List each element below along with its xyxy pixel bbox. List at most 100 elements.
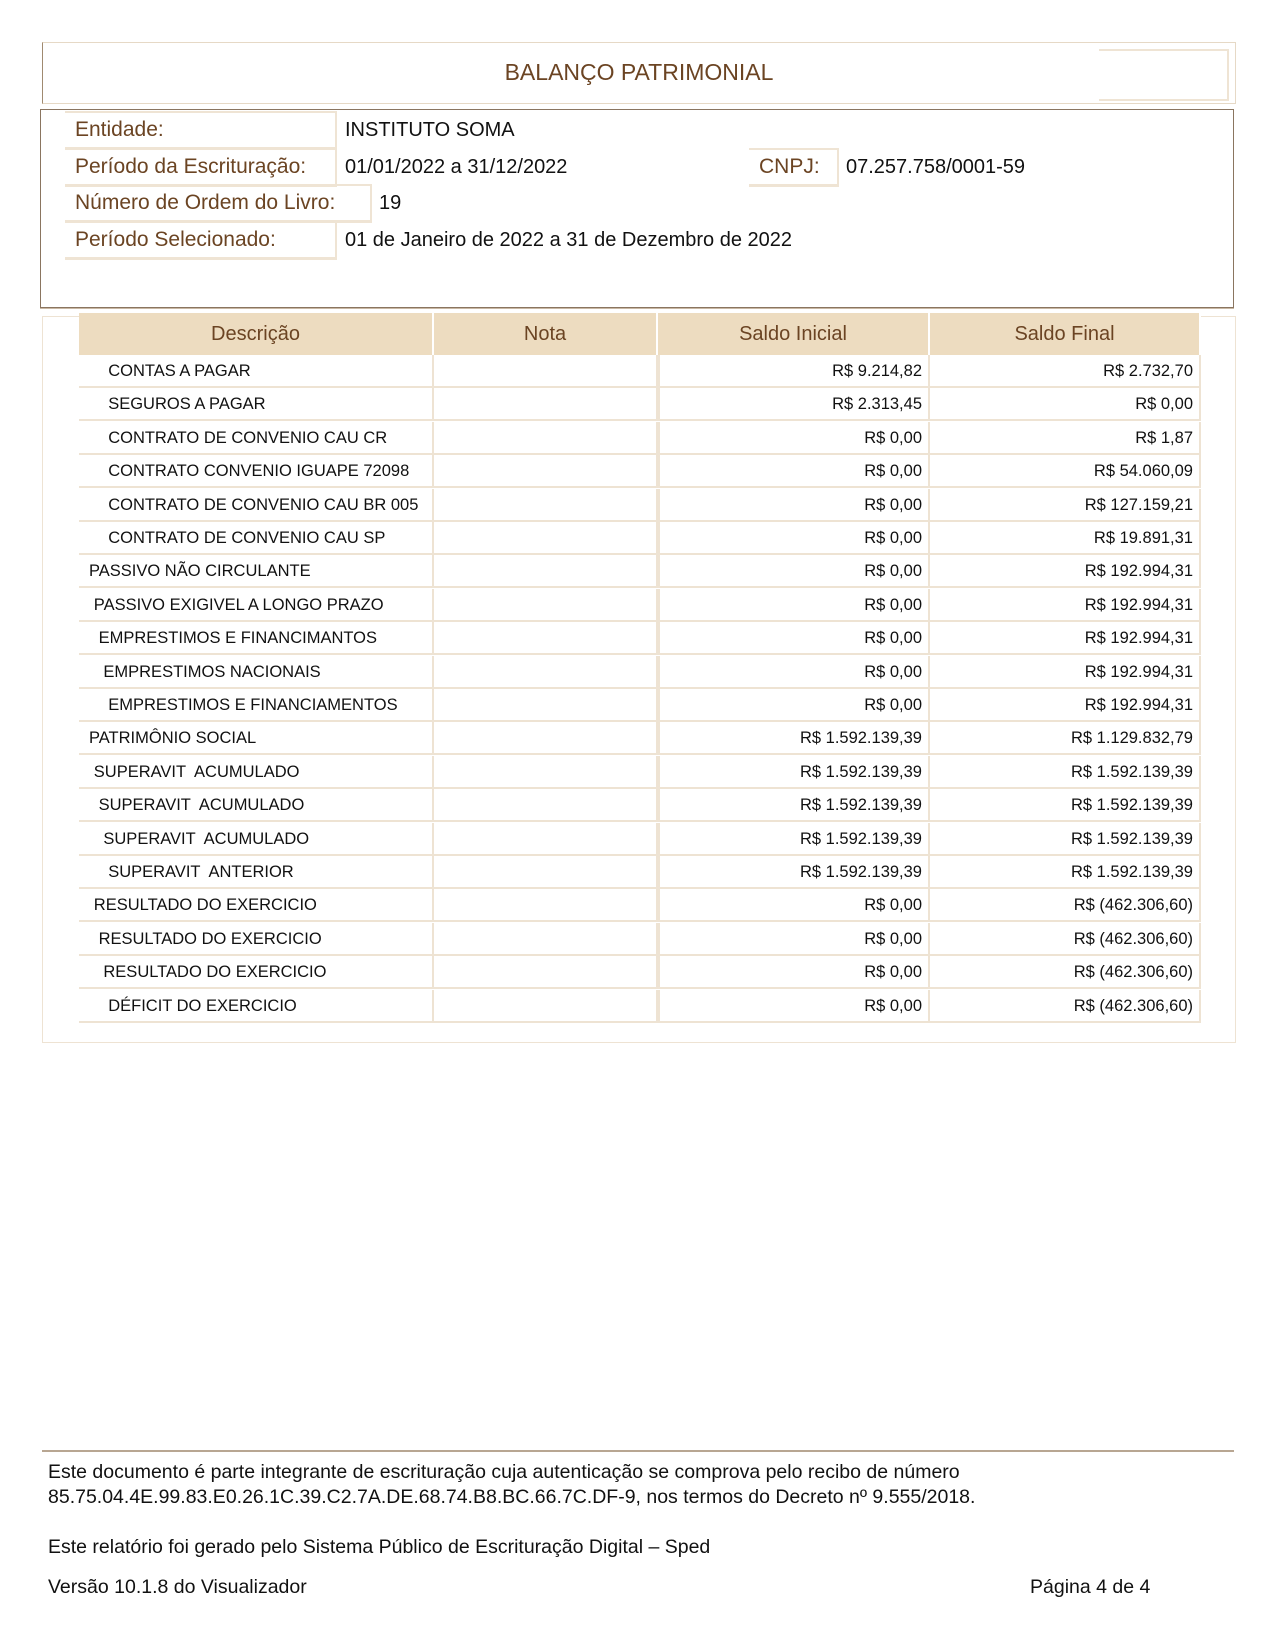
row-nota (434, 588, 658, 622)
footer-auth-line2: 85.75.04.4E.99.83.E0.26.1C.39.C2.7A.DE.6… (48, 1486, 976, 1508)
title-box: BALANÇO PATRIMONIAL (42, 42, 1236, 104)
page-title: BALANÇO PATRIMONIAL (504, 59, 774, 85)
row-nota (434, 889, 658, 923)
row-saldo-inicial: R$ 0,00 (658, 488, 930, 522)
row-saldo-final: R$ (462.306,60) (930, 989, 1201, 1023)
header-saldo-final: Saldo Final (930, 313, 1201, 355)
row-descricao: RESULTADO DO EXERCICIO (79, 889, 434, 923)
row-descricao: SEGUROS A PAGAR (79, 388, 434, 422)
row-descricao: CONTRATO DE CONVENIO CAU SP (79, 522, 434, 555)
footer-page-number: Página 4 de 4 (1030, 1576, 1151, 1598)
row-nota (434, 722, 658, 756)
row-nota (434, 421, 658, 455)
row-nota (434, 822, 658, 856)
row-saldo-final: R$ 192.994,31 (930, 555, 1201, 589)
row-descricao: CONTRATO DE CONVENIO CAU CR (79, 421, 434, 455)
row-nota (434, 622, 658, 656)
row-nota (434, 789, 658, 823)
row-saldo-inicial: R$ 1.592.139,39 (658, 856, 930, 889)
row-saldo-inicial: R$ 1.592.139,39 (658, 789, 930, 823)
row-saldo-inicial: R$ 0,00 (658, 455, 930, 489)
row-nota (434, 956, 658, 990)
row-saldo-final: R$ 192.994,31 (930, 655, 1201, 689)
row-descricao: SUPERAVIT ACUMULADO (79, 789, 434, 823)
row-saldo-final: R$ 1,87 (930, 421, 1201, 455)
row-saldo-final: R$ 192.994,31 (930, 689, 1201, 722)
row-descricao: CONTRATO DE CONVENIO CAU BR 005 (79, 488, 434, 522)
row-descricao: EMPRESTIMOS E FINANCIMANTOS (79, 622, 434, 656)
footer-auth-line1: Este documento é parte integrante de esc… (48, 1461, 960, 1483)
row-nota (434, 989, 658, 1023)
row-nota (434, 555, 658, 589)
row-saldo-inicial: R$ 0,00 (658, 555, 930, 589)
row-saldo-inicial: R$ 0,00 (658, 922, 930, 956)
row-saldo-inicial: R$ 1.592.139,39 (658, 755, 930, 789)
title-box-decoration (1099, 49, 1229, 101)
footer-generated: Este relatório foi gerado pelo Sistema P… (48, 1536, 711, 1558)
row-saldo-final: R$ 127.159,21 (930, 488, 1201, 522)
row-descricao: PATRIMÔNIO SOCIAL (79, 722, 434, 756)
row-saldo-inicial: R$ 0,00 (658, 689, 930, 722)
row-saldo-final: R$ 1.592.139,39 (930, 822, 1201, 856)
entidade-value: INSTITUTO SOMA (345, 119, 515, 141)
row-descricao: PASSIVO EXIGIVEL A LONGO PRAZO (79, 588, 434, 622)
row-saldo-inicial: R$ 2.313,45 (658, 388, 930, 422)
row-saldo-final: R$ 1.129.832,79 (930, 722, 1201, 756)
row-nota (434, 355, 658, 388)
row-nota (434, 488, 658, 522)
row-descricao: SUPERAVIT ANTERIOR (79, 856, 434, 889)
row-saldo-final: R$ 1.592.139,39 (930, 789, 1201, 823)
row-saldo-inicial: R$ 0,00 (658, 622, 930, 656)
periodo-selecionado-label: Período Selecionado: (65, 221, 337, 260)
row-nota (434, 856, 658, 889)
row-saldo-inicial: R$ 0,00 (658, 421, 930, 455)
row-saldo-inicial: R$ 9.214,82 (658, 355, 930, 388)
numero-ordem-label: Número de Ordem do Livro: (65, 184, 372, 223)
cnpj-label: CNPJ: (749, 148, 839, 187)
row-saldo-final: R$ 192.994,31 (930, 588, 1201, 622)
row-descricao: SUPERAVIT ACUMULADO (79, 822, 434, 856)
periodo-escrituracao-label: Período da Escrituração: (65, 148, 337, 187)
row-nota (434, 655, 658, 689)
row-nota (434, 388, 658, 422)
row-descricao: EMPRESTIMOS E FINANCIAMENTOS (79, 689, 434, 722)
row-nota (434, 755, 658, 789)
periodo-selecionado-value: 01 de Janeiro de 2022 a 31 de Dezembro d… (345, 229, 793, 251)
row-saldo-inicial: R$ 0,00 (658, 522, 930, 555)
row-saldo-inicial: R$ 0,00 (658, 989, 930, 1023)
header-descricao: Descrição (79, 313, 434, 355)
row-saldo-inicial: R$ 0,00 (658, 956, 930, 990)
row-nota (434, 522, 658, 555)
footer-version: Versão 10.1.8 do Visualizador (48, 1576, 307, 1598)
row-saldo-final: R$ 1.592.139,39 (930, 755, 1201, 789)
row-saldo-inicial: R$ 0,00 (658, 588, 930, 622)
row-saldo-final: R$ 192.994,31 (930, 622, 1201, 656)
row-saldo-final: R$ (462.306,60) (930, 956, 1201, 990)
row-saldo-final: R$ 19.891,31 (930, 522, 1201, 555)
row-descricao: DÉFICIT DO EXERCICIO (79, 989, 434, 1023)
row-descricao: CONTRATO CONVENIO IGUAPE 72098 (79, 455, 434, 489)
row-saldo-final: R$ 54.060,09 (930, 455, 1201, 489)
footer-divider (42, 1450, 1234, 1452)
row-saldo-inicial: R$ 0,00 (658, 889, 930, 923)
row-nota (434, 455, 658, 489)
periodo-escrituracao-value: 01/01/2022 a 31/12/2022 (345, 156, 568, 178)
row-descricao: RESULTADO DO EXERCICIO (79, 956, 434, 990)
row-saldo-final: R$ (462.306,60) (930, 922, 1201, 956)
row-saldo-inicial: R$ 1.592.139,39 (658, 822, 930, 856)
numero-ordem-value: 19 (379, 192, 402, 214)
row-saldo-final: R$ 1.592.139,39 (930, 856, 1201, 889)
row-saldo-inicial: R$ 0,00 (658, 655, 930, 689)
row-saldo-final: R$ (462.306,60) (930, 889, 1201, 923)
row-descricao: RESULTADO DO EXERCICIO (79, 922, 434, 956)
header-nota: Nota (434, 313, 658, 355)
row-descricao: PASSIVO NÃO CIRCULANTE (79, 555, 434, 589)
row-nota (434, 922, 658, 956)
entidade-label: Entidade: (65, 111, 337, 150)
info-box (40, 109, 1234, 308)
row-saldo-final: R$ 0,00 (930, 388, 1201, 422)
row-descricao: EMPRESTIMOS NACIONAIS (79, 655, 434, 689)
row-descricao: SUPERAVIT ACUMULADO (79, 755, 434, 789)
header-saldo-inicial: Saldo Inicial (658, 313, 930, 355)
